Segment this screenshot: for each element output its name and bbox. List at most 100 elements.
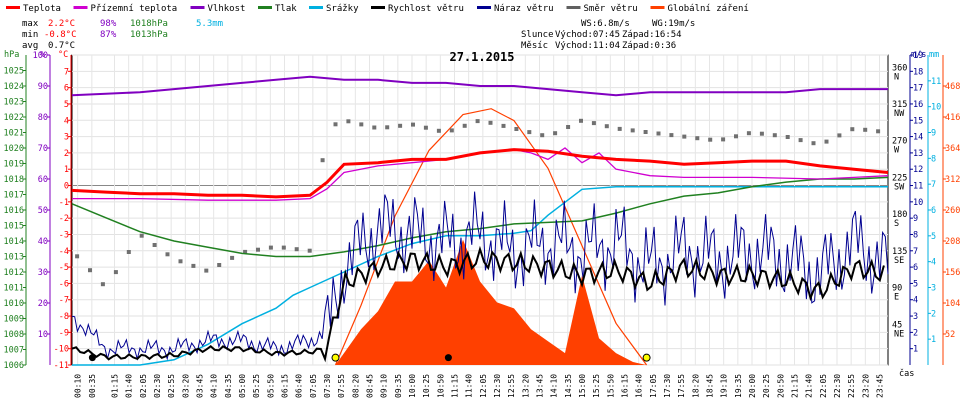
wind-dir-point — [204, 268, 209, 273]
legend-swatch — [258, 6, 272, 9]
series-temperature — [71, 148, 889, 199]
wind-dir-point — [243, 249, 248, 254]
pressure-tick-label: 1017 — [4, 191, 24, 201]
stat-max-label: max — [22, 19, 39, 29]
series-wind-speed — [71, 245, 885, 363]
wind-speed-tick-label: 11 — [913, 182, 923, 192]
time-tick-label: 17:05 — [649, 374, 658, 398]
humidity-tick-label: 40 — [38, 237, 48, 247]
time-tick-label: 12:05 — [479, 374, 488, 398]
wind-dir-letter: NE — [894, 329, 904, 339]
legend-label: Globální záření — [668, 4, 749, 14]
radiation-tick-label: 312 — [945, 175, 960, 185]
wind-speed-tick-label: 7 — [913, 247, 918, 257]
temperature-tick-label: 6 — [64, 84, 69, 94]
time-tick-label: 00:35 — [88, 374, 97, 398]
time-tick-label: 18:20 — [691, 374, 700, 398]
temperature-tick-label: -7 — [59, 296, 69, 306]
legend-label: Rychlost větru — [388, 4, 464, 14]
legend-label: Směr větru — [584, 4, 638, 14]
wind-speed-tick-label: 12 — [913, 165, 923, 175]
rain-unit: mm — [929, 50, 939, 60]
wind-dir-tick-label: 45 — [892, 320, 902, 330]
time-tick-label: 03:45 — [196, 374, 205, 398]
wind-dir-point — [708, 137, 713, 142]
humidity-tick-label: 90 — [38, 82, 48, 92]
stat-min-pressure: 1013hPa — [130, 30, 168, 40]
radiation-tick-label: 156 — [945, 268, 960, 278]
legend-label: Vlhkost — [208, 4, 246, 14]
sunrise: Východ:07:45 — [555, 30, 620, 40]
wind-dir-point — [669, 133, 674, 138]
time-tick-label: 15:00 — [578, 374, 587, 398]
wind-dir-point — [850, 127, 855, 132]
wind-dir-point — [423, 125, 428, 130]
time-tick-label: 23:45 — [876, 374, 885, 398]
wind-dir-point — [579, 118, 583, 123]
pressure-tick-label: 1021 — [4, 129, 24, 139]
legend-swatch — [566, 6, 581, 9]
time-tick-label: 14:10 — [550, 374, 559, 398]
wind-dir-point — [191, 263, 196, 268]
legend-label: Náraz větru — [494, 4, 554, 14]
time-tick-label: 12:55 — [507, 374, 516, 398]
wind-speed-tick-label: 5 — [913, 279, 918, 289]
pressure-tick-label: 1007 — [4, 346, 24, 356]
radiation-tick-label: 104 — [945, 299, 960, 309]
temperature-tick-label: -3 — [59, 230, 69, 240]
wind-dir-point — [656, 131, 661, 136]
pressure-tick-label: 1024 — [4, 82, 24, 92]
wind-dir-point — [436, 128, 441, 133]
wind-dir-point — [591, 121, 596, 126]
time-tick-label: 16:40 — [635, 374, 644, 398]
pressure-unit: hPa — [4, 50, 19, 60]
time-tick-label: 10:25 — [422, 374, 431, 398]
pressure-tick-label: 1006 — [4, 361, 24, 371]
humidity-tick-label: 100 — [33, 51, 48, 61]
wind-dir-point — [798, 138, 803, 143]
humidity-unit: % — [40, 50, 45, 60]
legend-label: Srážky — [326, 4, 359, 14]
time-tick-label: 16:15 — [621, 374, 630, 398]
radiation-tick-label: 416 — [945, 113, 960, 123]
wind-dir-point — [617, 126, 622, 131]
wind-speed-tick-label: 9 — [913, 214, 918, 224]
time-tick-label: 10:50 — [436, 374, 445, 398]
wind-dir-point — [540, 133, 545, 138]
stat-avg-label: avg — [22, 41, 38, 51]
wind-dir-point — [527, 130, 532, 135]
wind-dir-point — [126, 250, 131, 254]
temperature-tick-label: -2 — [59, 214, 69, 224]
wind-dir-letter: SW — [894, 182, 905, 192]
time-tick-label: 00:10 — [74, 374, 83, 398]
wind-dir-point — [824, 139, 829, 144]
wind-speed-tick-label: 15 — [913, 116, 923, 126]
wind-dir-point — [75, 254, 80, 259]
time-tick-label: 05:25 — [252, 374, 261, 398]
time-tick-label: 18:45 — [706, 374, 715, 398]
wind-dir-point — [139, 233, 144, 238]
wind-dir-point — [876, 129, 881, 134]
humidity-tick-label: 70 — [38, 144, 48, 154]
moonrise-marker — [444, 354, 452, 362]
sunrise-marker — [331, 353, 340, 362]
wind-dir-tick-label: 270 — [892, 137, 907, 147]
series-rain — [72, 185, 888, 366]
astro-block: WS:6.8m/s WG:19m/s Slunce Východ:07:45 Z… — [521, 19, 695, 51]
time-tick-label: 03:20 — [181, 374, 190, 398]
legend-swatch — [73, 6, 88, 9]
time-tick-label: 09:10 — [380, 374, 389, 398]
wind-dir-letter: N — [894, 72, 899, 82]
wind-speed-tick-label: 8 — [913, 230, 918, 240]
humidity-tick-label: 50 — [38, 206, 48, 216]
wind-dir-point — [359, 122, 364, 127]
wind-dir-tick-label: 360 — [892, 63, 907, 73]
rain-tick-label: 3 — [931, 284, 936, 294]
wind-speed-tick-label: 3 — [913, 312, 918, 322]
pressure-tick-label: 1010 — [4, 299, 24, 309]
temperature-tick-label: -10 — [54, 345, 69, 355]
rain-tick-label: 5 — [931, 232, 936, 242]
wind-dir-point — [695, 136, 700, 141]
time-tick-label: 11:15 — [451, 374, 460, 398]
